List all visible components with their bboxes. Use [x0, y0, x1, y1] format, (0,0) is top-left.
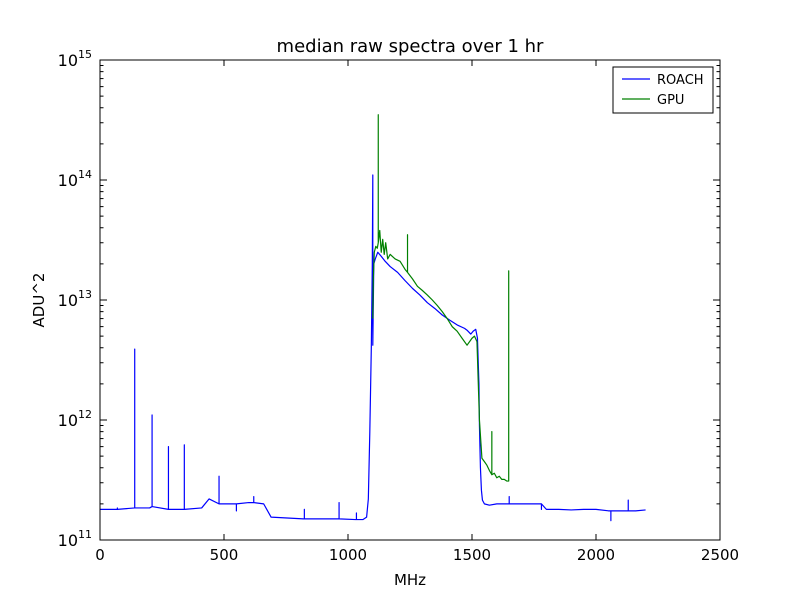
x-tick-label: 2000: [577, 546, 615, 564]
series-line-roach: [100, 174, 646, 522]
legend-label-gpu: GPU: [657, 93, 684, 108]
y-tick-label: 1012: [58, 408, 92, 430]
legend-box: [612, 66, 714, 114]
legend: ROACH GPU: [612, 66, 714, 114]
y-axis-label: ADU^2: [30, 273, 48, 328]
x-tick-label: 500: [210, 546, 239, 564]
x-axis: 0 500 1000 1500 2000 2500: [95, 60, 739, 564]
y-tick-label: 1014: [58, 168, 92, 190]
y-axis: 1011 1012 1013 1014 1015: [58, 48, 720, 550]
x-tick-label: 0: [95, 546, 105, 564]
x-axis-label: MHz: [394, 571, 426, 589]
plot-frame: [99, 59, 721, 541]
y-tick-label: 1011: [58, 528, 92, 550]
legend-label-roach: ROACH: [657, 73, 704, 88]
y-tick-label: 1013: [58, 288, 92, 310]
series-layer: [100, 114, 646, 522]
x-tick-label: 2500: [701, 546, 739, 564]
series-line-gpu: [372, 114, 510, 482]
chart-title: median raw spectra over 1 hr: [277, 36, 544, 57]
x-tick-label: 1500: [453, 546, 491, 564]
x-tick-label: 1000: [329, 546, 367, 564]
y-tick-label: 1015: [58, 48, 92, 70]
